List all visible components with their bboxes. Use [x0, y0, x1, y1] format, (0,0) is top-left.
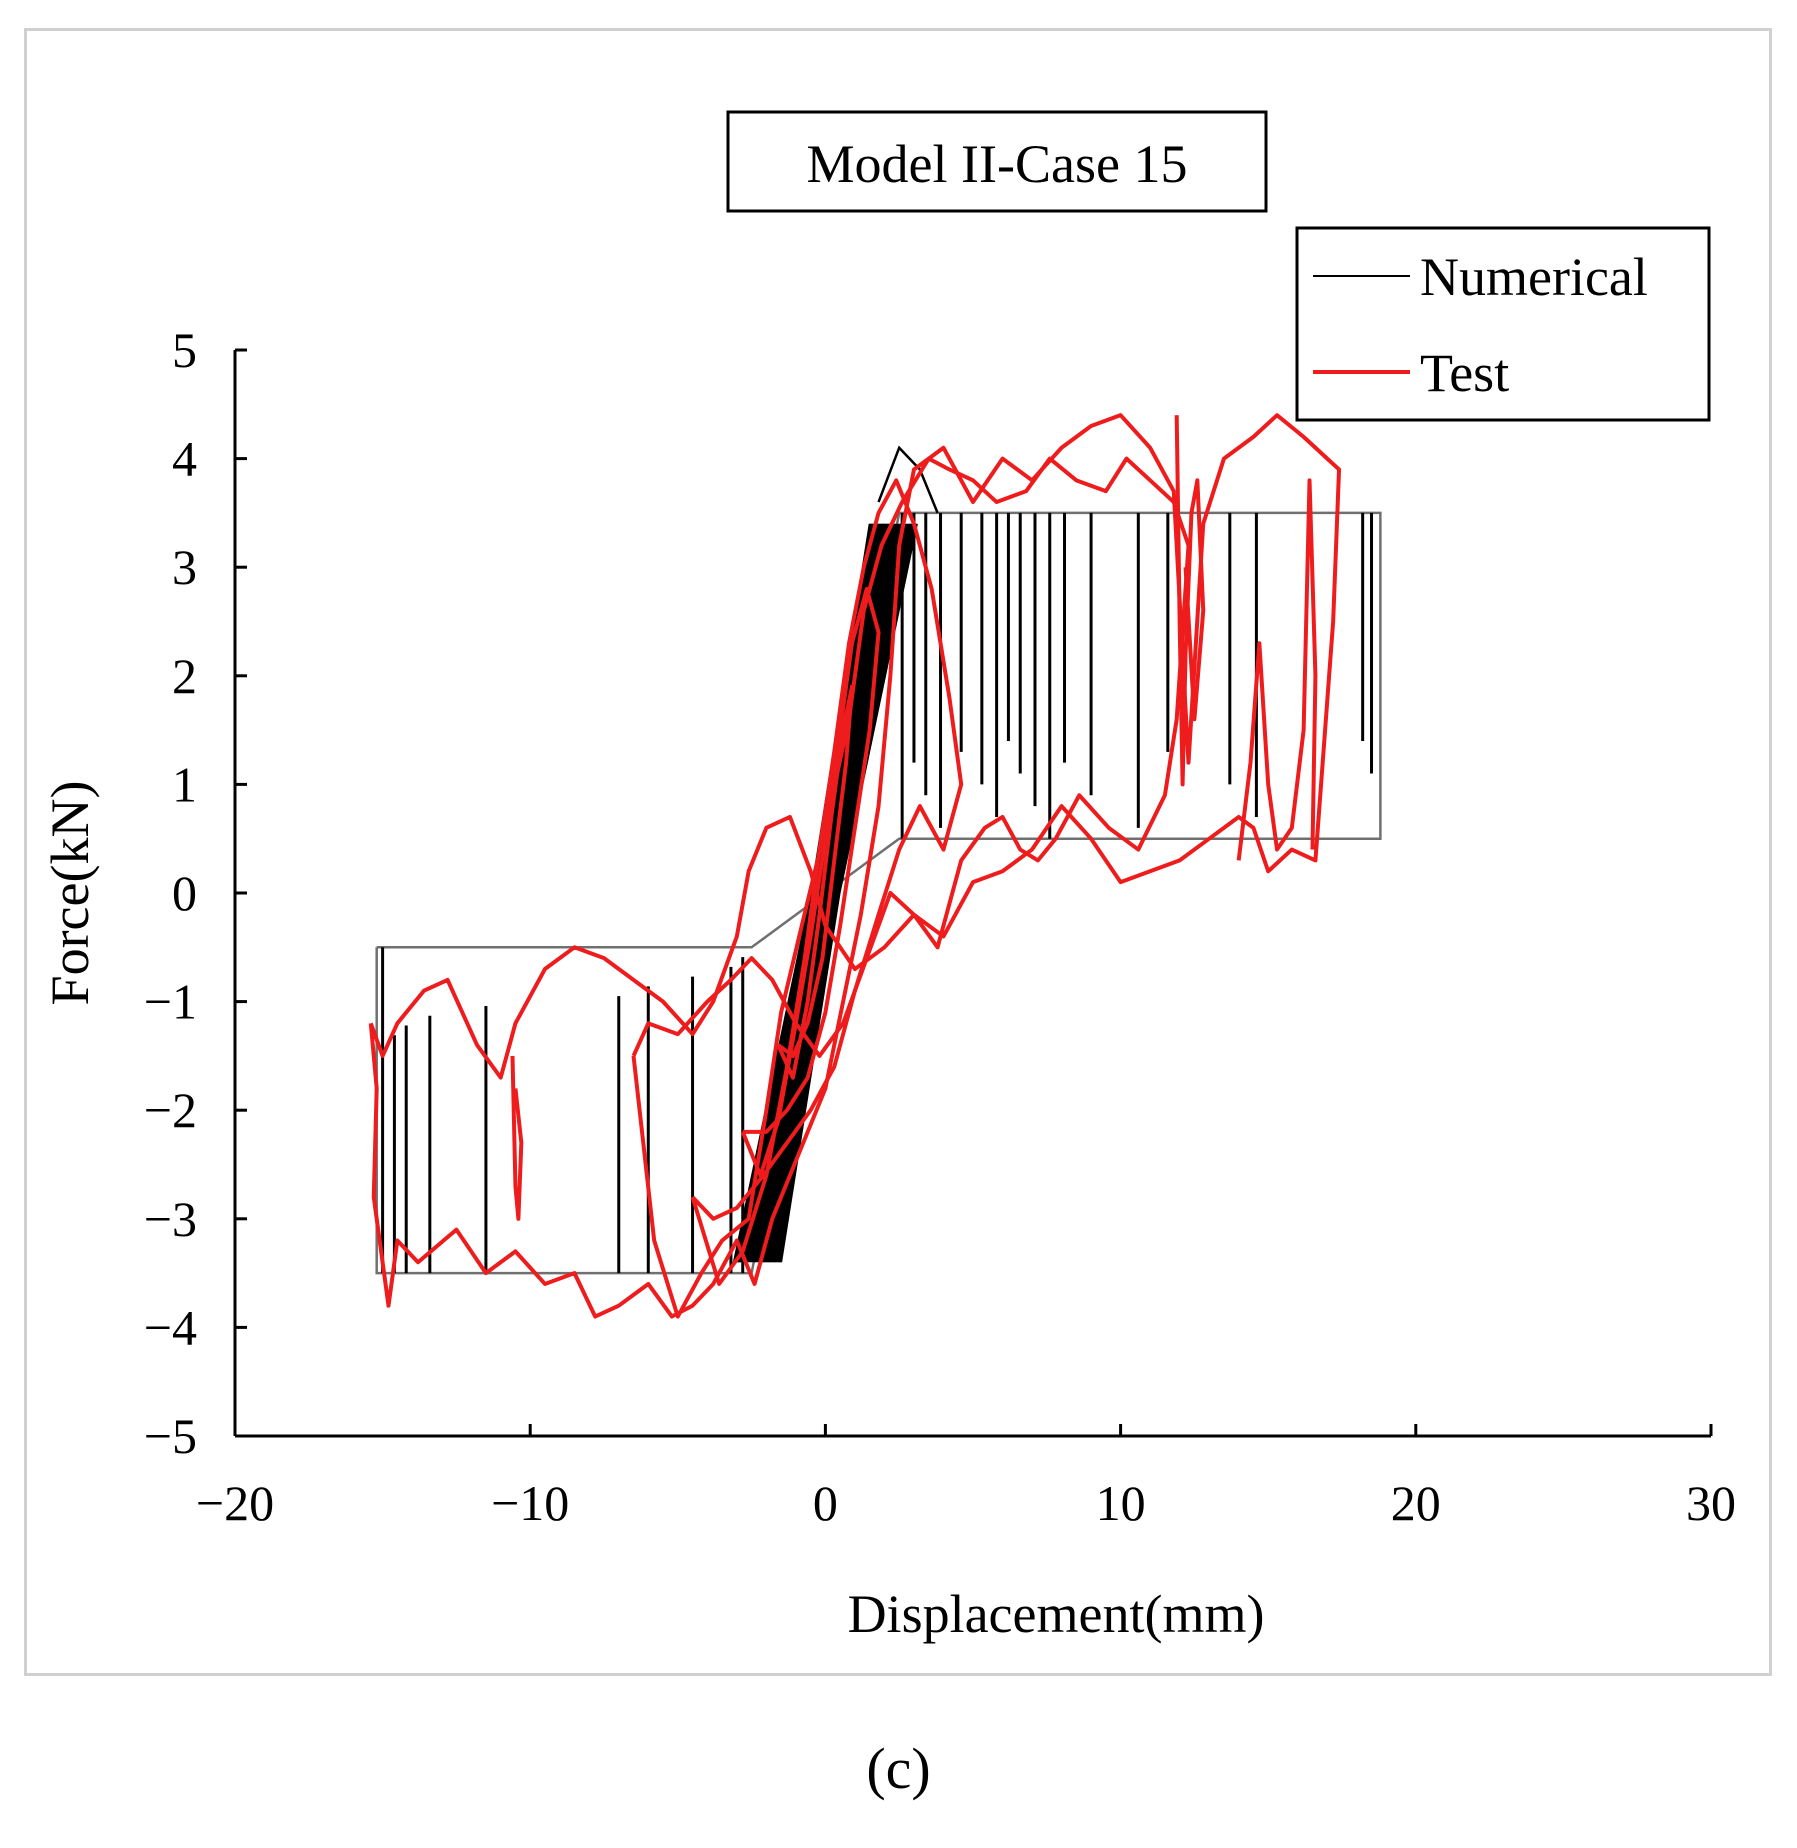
y-tick-label: −4: [144, 1299, 197, 1355]
legend-box: [1295, 226, 1711, 422]
numerical-series: [375, 445, 1382, 1275]
legend-label-numerical: Numerical: [1420, 247, 1648, 307]
chart-title: Model II-Case 15: [807, 134, 1188, 194]
legend-label-test: Test: [1420, 343, 1509, 403]
test-loop: [740, 586, 881, 1178]
test-loop: [776, 684, 854, 1080]
x-tick-label: 10: [1096, 1475, 1146, 1531]
test-series: [368, 413, 1342, 1319]
legend: Numerical Test: [1295, 226, 1711, 422]
y-tick-label: −1: [144, 974, 197, 1030]
y-tick-label: 2: [172, 648, 197, 704]
numerical-peak: [877, 445, 939, 514]
y-axis-ticks: 5 4 3 2 1 0 −1 −2 −3 −4 −5: [144, 322, 247, 1464]
test-loop: [1174, 415, 1206, 787]
test-loop: [631, 456, 1191, 1319]
x-axis-title: Displacement(mm): [848, 1584, 1265, 1644]
chart-frame: [24, 28, 1772, 1676]
y-tick-label: −5: [144, 1408, 197, 1464]
y-tick-label: 1: [172, 756, 197, 812]
y-tick-label: 3: [172, 539, 197, 595]
test-loop: [1236, 478, 1318, 861]
x-axis-ticks: −20 −10 0 10 20 30: [196, 1424, 1736, 1531]
y-tick-label: −3: [144, 1191, 197, 1247]
y-tick-label: −2: [144, 1082, 197, 1138]
y-tick-label: 5: [172, 322, 197, 378]
figure-caption: (c): [866, 1736, 931, 1801]
numerical-envelope: [375, 511, 1382, 1275]
test-loop: [510, 1055, 524, 1221]
x-tick-label: −20: [196, 1475, 274, 1531]
x-tick-label: 30: [1686, 1475, 1736, 1531]
x-tick-label: 20: [1391, 1475, 1441, 1531]
y-tick-label: 4: [172, 431, 197, 487]
title-box: [726, 110, 1268, 213]
y-tick-label: 0: [172, 865, 197, 921]
x-tick-label: −10: [491, 1475, 569, 1531]
x-tick-label: 0: [813, 1475, 838, 1531]
y-axis-title: Force(kN): [40, 781, 100, 1006]
